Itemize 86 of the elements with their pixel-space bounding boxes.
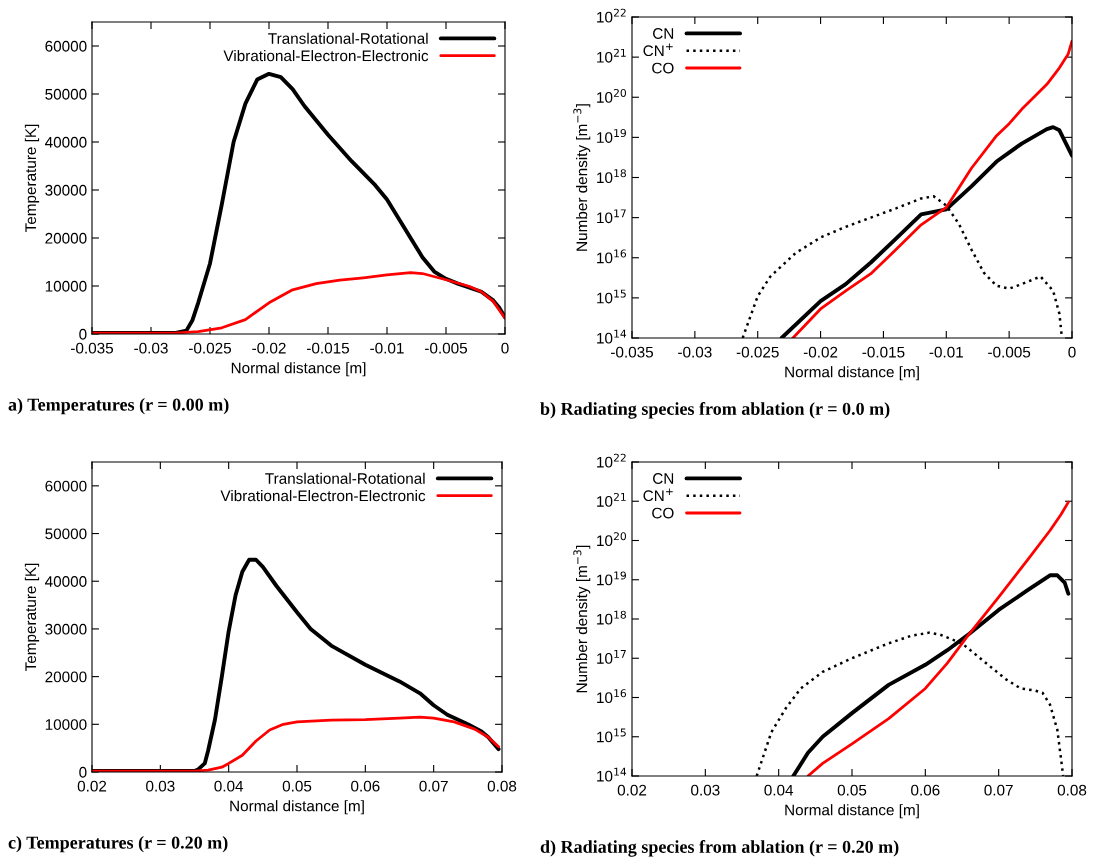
x-tick-label: -0.03 — [678, 346, 712, 358]
y-tick-label: 10$^{22}$ — [597, 8, 626, 23]
legend-label: CO — [652, 62, 674, 74]
x-tick-label: 0.08 — [487, 780, 517, 792]
legend-label: Vibrational-Electron-Electronic — [223, 49, 429, 62]
y-tick-label: 50000 — [45, 88, 87, 100]
x-tick-label: 0.07 — [984, 784, 1013, 796]
x-tick-label: -0.03 — [134, 342, 168, 354]
y-tick-label: 10$^{14}$ — [597, 329, 627, 344]
y-tick-label: 10$^{19}$ — [597, 129, 626, 143]
y-tick-label: 20000 — [45, 671, 87, 683]
y-tick-label: 10000 — [45, 719, 87, 730]
x-tick-label: -0.01 — [370, 342, 404, 354]
y-tick-label: 10$^{16}$ — [597, 249, 627, 264]
y-axis-title: Temperature [K] — [24, 563, 40, 671]
x-tick-label: -0.025 — [189, 342, 232, 354]
legend-label: CN — [653, 28, 674, 39]
x-tick-label: 0.07 — [419, 780, 448, 792]
y-axis-title: Number density [m$^{−3}$] — [573, 104, 591, 251]
x-tick-label: 0.06 — [351, 780, 380, 792]
x-tick-label: -0.02 — [803, 346, 838, 358]
legend-label: CO — [652, 507, 674, 519]
x-axis-title: Normal distance [m] — [231, 362, 366, 377]
x-tick-label: 0.04 — [214, 780, 244, 792]
x-tick-label: -0.02 — [252, 342, 286, 354]
y-tick-label: 40000 — [45, 576, 87, 587]
legend-label: Translational-Rotational — [265, 472, 425, 484]
x-tick-label: -0.025 — [736, 346, 779, 358]
y-tick-label: 10000 — [45, 280, 87, 292]
y-tick-label: 10$^{22}$ — [597, 453, 626, 468]
x-tick-label: 0.06 — [911, 784, 940, 796]
x-axis-title: Normal distance [m] — [785, 366, 919, 381]
y-tick-label: 10$^{19}$ — [597, 571, 626, 586]
x-tick-label: 0.02 — [77, 780, 107, 792]
y-tick-label: 10$^{15}$ — [597, 728, 626, 743]
y-tick-label: 10$^{21}$ — [597, 48, 626, 63]
x-tick-label: 0 — [1068, 346, 1076, 358]
line-series — [791, 39, 1072, 338]
text: c) Temperatures (r = 0.20 m) — [8, 836, 228, 853]
legend-label: CN$^{+}$ — [643, 43, 673, 57]
y-axis-title: Temperature [K] — [24, 124, 40, 232]
y-tick-label: 0 — [79, 766, 87, 778]
y-tick-label: 0 — [79, 328, 87, 340]
x-tick-label: 0.04 — [764, 784, 794, 796]
x-tick-label: 0.02 — [617, 784, 647, 796]
x-axis-title: Normal distance [m] — [785, 804, 919, 819]
legend-label: Translational-Rotational — [268, 32, 428, 44]
y-tick-label: 60000 — [45, 480, 87, 492]
x-tick-label: -0.035 — [611, 346, 654, 358]
y-tick-label: 10$^{17}$ — [597, 209, 626, 224]
x-tick-label: 0 — [501, 342, 509, 354]
y-tick-label: 30000 — [45, 184, 87, 196]
text: b) Radiating species from ablation (r = 0.0 m) — [540, 402, 890, 419]
text: d) Radiating species from ablation (r = 0.20 m) — [540, 840, 899, 857]
x-tick-label: -0.005 — [425, 342, 468, 354]
y-tick-label: 10$^{15}$ — [597, 289, 626, 304]
y-tick-label: 10$^{18}$ — [597, 169, 626, 184]
x-axis-title: Normal distance [m] — [230, 800, 364, 815]
text: a) Temperatures (r = 0.00 m) — [8, 398, 229, 415]
y-tick-label: 10$^{14}$ — [597, 767, 627, 782]
line-series — [806, 500, 1070, 776]
y-tick-label: 10$^{17}$ — [597, 650, 626, 664]
x-tick-label: -0.035 — [71, 342, 114, 354]
y-tick-label: 40000 — [45, 136, 87, 148]
legend-label: CN$^{+}$ — [643, 488, 673, 502]
y-tick-label: 30000 — [45, 623, 87, 635]
x-tick-label: -0.005 — [988, 346, 1031, 358]
y-tick-label: 60000 — [45, 40, 87, 52]
y-tick-label: 10$^{20}$ — [597, 88, 627, 103]
legend-label: CN — [653, 473, 674, 484]
x-tick-label: 0.05 — [837, 784, 867, 796]
x-tick-label: 0.03 — [691, 784, 720, 796]
x-tick-label: 0.08 — [1057, 784, 1087, 796]
y-tick-label: 10$^{16}$ — [597, 689, 627, 704]
x-tick-label: -0.01 — [929, 346, 963, 358]
y-tick-label: 20000 — [45, 232, 87, 244]
x-tick-label: -0.015 — [862, 346, 905, 358]
y-tick-label: 10$^{18}$ — [597, 610, 626, 625]
y-tick-label: 10$^{20}$ — [597, 532, 627, 547]
legend-label: Vibrational-Electron-Electronic — [220, 489, 426, 502]
x-tick-label: -0.015 — [307, 342, 350, 354]
x-tick-label: 0.05 — [282, 780, 312, 792]
y-axis-title: Number density [m$^{−3}$] — [573, 545, 591, 693]
y-tick-label: 10$^{21}$ — [597, 492, 626, 507]
x-tick-label: 0.03 — [146, 780, 175, 792]
y-tick-label: 50000 — [45, 528, 87, 540]
